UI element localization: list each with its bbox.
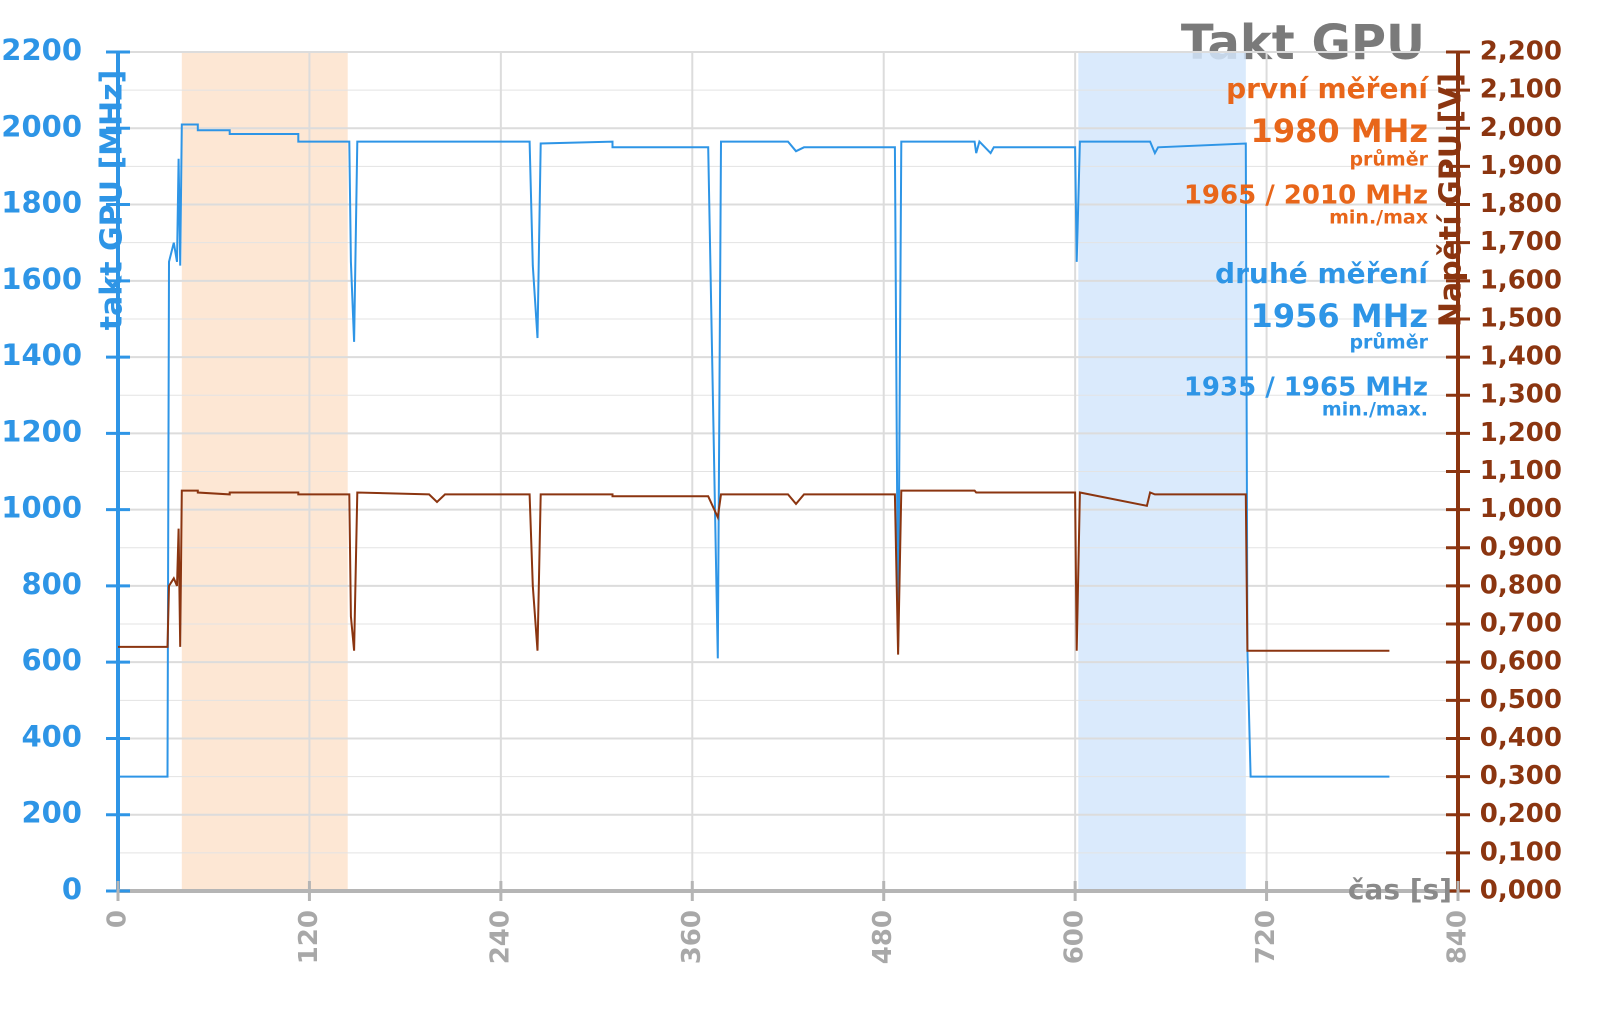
y2-tick-label: 1,000 <box>1480 494 1562 524</box>
y2-tick-label: 0,400 <box>1480 723 1562 753</box>
y2-tick-label: 0,000 <box>1480 876 1562 906</box>
x-tick-label: 480 <box>868 910 898 964</box>
y-tick-label: 400 <box>21 719 82 753</box>
y2-tick-label: 1,500 <box>1480 303 1562 333</box>
y2-tick-label: 1,100 <box>1480 456 1562 486</box>
y2-tick-label: 1,400 <box>1480 342 1562 372</box>
y-tick-label: 1200 <box>1 414 82 448</box>
y-tick-label: 1000 <box>1 491 82 525</box>
y2-tick-label: 0,300 <box>1480 761 1562 791</box>
annotation: min./max <box>1329 207 1428 229</box>
y-tick-label: 600 <box>21 643 82 677</box>
y2-tick-label: 0,700 <box>1480 609 1562 639</box>
annotation: 1956 MHz <box>1251 297 1428 335</box>
y-tick-label: 800 <box>21 567 82 601</box>
y-tick-label: 1800 <box>1 186 82 220</box>
annotation: 1935 / 1965 MHz <box>1184 373 1428 403</box>
series-line <box>118 123 1390 778</box>
y-tick-label: 2200 <box>1 33 82 67</box>
y2-tick-label: 0,200 <box>1480 799 1562 829</box>
annotation: 1980 MHz <box>1251 112 1428 150</box>
y2-tick-label: 1,800 <box>1480 189 1562 219</box>
annotation: první měření <box>1226 72 1429 105</box>
y2-tick-label: 0,500 <box>1480 685 1562 715</box>
annotation: průměr <box>1349 331 1428 354</box>
annotation: 1965 / 2010 MHz <box>1184 181 1428 211</box>
y2-tick-label: 1,300 <box>1480 380 1562 410</box>
y2-tick-label: 1,700 <box>1480 227 1562 257</box>
y-tick-label: 1600 <box>1 262 82 296</box>
y2-tick-label: 0,100 <box>1480 837 1562 867</box>
y-tick-label: 1400 <box>1 338 82 372</box>
y2-axis-title: Napětí GPU [V] <box>1434 73 1469 327</box>
y2-tick-label: 1,900 <box>1480 151 1562 181</box>
y-tick-label: 200 <box>21 796 82 830</box>
annotation: druhé měření <box>1215 257 1429 290</box>
y2-tick-label: 0,900 <box>1480 532 1562 562</box>
x-tick-label: 360 <box>677 910 707 964</box>
y2-tick-label: 1,600 <box>1480 265 1562 295</box>
x-tick-label: 600 <box>1060 910 1090 964</box>
x-tick-label: 840 <box>1443 910 1473 964</box>
y2-tick-label: 2,100 <box>1480 75 1562 105</box>
y2-tick-label: 0,600 <box>1480 647 1562 677</box>
x-tick-label: 720 <box>1251 910 1281 964</box>
x-tick-label: 240 <box>485 910 515 964</box>
series-line <box>118 489 1390 655</box>
y-tick-label: 0 <box>62 872 82 906</box>
y-tick-label: 2000 <box>1 109 82 143</box>
y2-tick-label: 2,000 <box>1480 113 1562 143</box>
x-axis-title: čas [s] <box>1348 873 1452 906</box>
annotation: průměr <box>1349 148 1428 171</box>
y-axis-title: takt GPU [MHz] <box>95 70 130 331</box>
annotation: min./max. <box>1322 399 1428 421</box>
x-tick-label: 0 <box>103 910 133 928</box>
y2-tick-label: 2,200 <box>1480 37 1562 67</box>
x-tick-label: 120 <box>294 910 324 964</box>
y2-tick-label: 1,200 <box>1480 418 1562 448</box>
y2-tick-label: 0,800 <box>1480 570 1562 600</box>
